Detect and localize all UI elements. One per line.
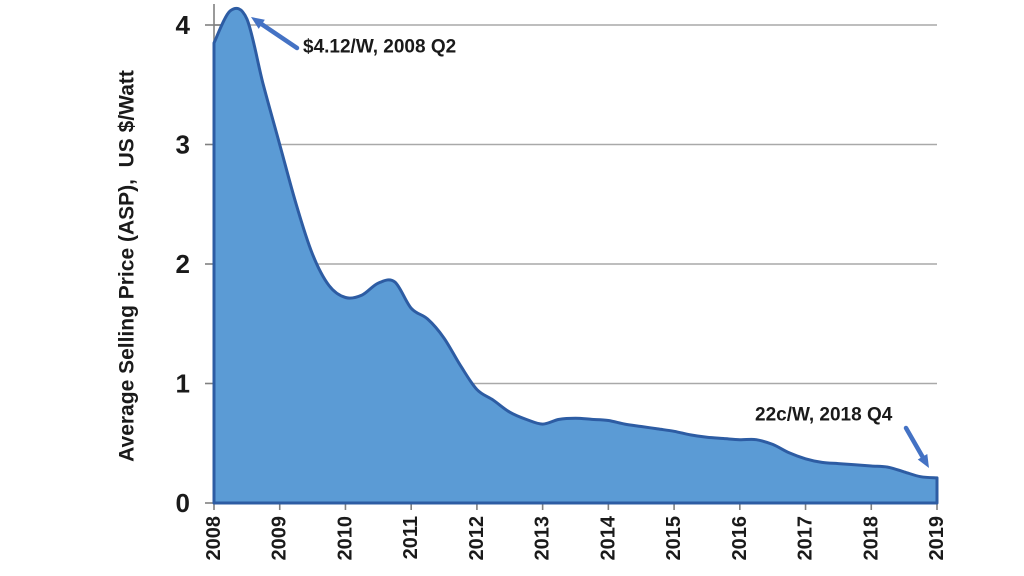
x-tick-label: 2014 [597,515,619,560]
y-tick-label: 1 [176,369,190,399]
area-series [212,6,939,505]
x-tick-label: 2013 [532,516,554,561]
x-tick-label: 2012 [466,516,488,561]
x-tick-label: 2011 [400,516,422,559]
annotation-end-label: 22c/W, 2018 Q4 [755,405,893,426]
tick-labels: 0 1 2 3 4 2008 2009 2010 2011 2012 2013 2014 2015 201… [176,10,948,561]
annotation-peak-label: $4.12/W, 2008 Q2 [303,37,456,58]
x-tick-label: 2010 [334,516,356,561]
x-tick-label: 2018 [860,516,882,561]
x-tick-label: 2017 [795,516,817,561]
annotation-peak-arrow-head [251,17,265,29]
annotation-peak-arrow [259,22,300,51]
y-tick-label: 2 [176,249,190,279]
x-tick-label: 2016 [729,516,751,561]
x-tick-label: 2019 [926,516,948,561]
y-tick-label: 4 [176,10,191,40]
x-tick-label: 2008 [203,516,225,561]
x-tick-label: 2015 [663,516,685,561]
y-tick-label: 3 [176,130,190,160]
annotation-end-arrow [903,425,925,459]
y-tick-label: 0 [176,488,190,518]
gridlines [214,24,937,385]
asp-area-shape [212,6,939,505]
annotation-arrows [251,17,929,468]
x-tick-label: 2009 [269,516,291,561]
annotation-end-arrow-head [917,453,929,468]
y-axis-title: Average Selling Price (ASP), US $/Watt [116,70,139,462]
